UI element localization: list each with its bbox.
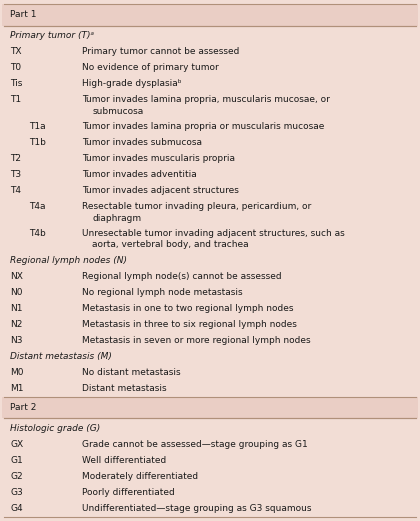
Text: G4: G4 [10, 504, 23, 513]
Text: Regional lymph nodes (N): Regional lymph nodes (N) [10, 256, 128, 265]
Text: Poorly differentiated: Poorly differentiated [82, 488, 175, 497]
Text: Tumor invades adventitia: Tumor invades adventitia [82, 170, 197, 179]
Text: T4a: T4a [29, 202, 46, 211]
Text: Metastasis in three to six regional lymph nodes: Metastasis in three to six regional lymp… [82, 320, 297, 329]
Bar [2, 4, 418, 26]
Text: aorta, vertebral body, and trachea: aorta, vertebral body, and trachea [92, 241, 249, 250]
Text: Tumor invades adjacent structures: Tumor invades adjacent structures [82, 187, 239, 195]
Text: Tis: Tis [10, 79, 23, 89]
Text: G2: G2 [10, 472, 23, 481]
Text: GX: GX [10, 440, 24, 449]
Text: Tumor invades lamina propria, muscularis mucosae, or: Tumor invades lamina propria, muscularis… [82, 95, 330, 104]
Text: T4b: T4b [29, 229, 46, 238]
Text: M1: M1 [10, 384, 24, 393]
Text: Distant metastasis (M): Distant metastasis (M) [10, 352, 113, 362]
Text: TX: TX [10, 47, 22, 56]
Text: T1: T1 [10, 95, 21, 104]
Text: Tumor invades lamina propria or muscularis mucosae: Tumor invades lamina propria or muscular… [82, 122, 324, 131]
Text: Histologic grade (G): Histologic grade (G) [10, 424, 101, 433]
Text: Unresectable tumor invading adjacent structures, such as: Unresectable tumor invading adjacent str… [82, 229, 345, 238]
Text: G1: G1 [10, 456, 23, 465]
Text: Primary tumor (T)ᵃ: Primary tumor (T)ᵃ [10, 31, 94, 40]
Text: N3: N3 [10, 336, 23, 345]
Text: diaphragm: diaphragm [92, 214, 142, 222]
Text: G3: G3 [10, 488, 23, 497]
Text: No evidence of primary tumor: No evidence of primary tumor [82, 64, 219, 72]
Text: Primary tumor cannot be assessed: Primary tumor cannot be assessed [82, 47, 239, 56]
Text: Tumor invades submucosa: Tumor invades submucosa [82, 138, 202, 147]
Text: No distant metastasis: No distant metastasis [82, 368, 181, 377]
Text: M0: M0 [10, 368, 24, 377]
Text: N0: N0 [10, 288, 23, 297]
Text: T4: T4 [10, 187, 21, 195]
Text: Moderately differentiated: Moderately differentiated [82, 472, 198, 481]
Text: Grade cannot be assessed—stage grouping as G1: Grade cannot be assessed—stage grouping … [82, 440, 307, 449]
Text: Well differentiated: Well differentiated [82, 456, 166, 465]
Text: Undifferentiated—stage grouping as G3 squamous: Undifferentiated—stage grouping as G3 sq… [82, 504, 311, 513]
Text: Tumor invades muscularis propria: Tumor invades muscularis propria [82, 154, 235, 163]
Text: N2: N2 [10, 320, 23, 329]
Text: Resectable tumor invading pleura, pericardium, or: Resectable tumor invading pleura, perica… [82, 202, 311, 211]
Text: Part 2: Part 2 [10, 403, 37, 412]
Bar [2, 397, 418, 418]
Text: T3: T3 [10, 170, 21, 179]
Text: T2: T2 [10, 154, 21, 163]
Text: Metastasis in seven or more regional lymph nodes: Metastasis in seven or more regional lym… [82, 336, 310, 345]
Text: T0: T0 [10, 64, 21, 72]
Text: submucosa: submucosa [92, 107, 144, 116]
Text: Part 1: Part 1 [10, 10, 37, 19]
Text: T1b: T1b [29, 138, 46, 147]
Text: Metastasis in one to two regional lymph nodes: Metastasis in one to two regional lymph … [82, 304, 294, 313]
Text: N1: N1 [10, 304, 23, 313]
Text: Distant metastasis: Distant metastasis [82, 384, 166, 393]
Text: T1a: T1a [29, 122, 46, 131]
Text: No regional lymph node metastasis: No regional lymph node metastasis [82, 288, 242, 297]
Text: Regional lymph node(s) cannot be assessed: Regional lymph node(s) cannot be assesse… [82, 272, 281, 281]
Text: High-grade dysplasiaᵇ: High-grade dysplasiaᵇ [82, 79, 181, 89]
Text: NX: NX [10, 272, 24, 281]
